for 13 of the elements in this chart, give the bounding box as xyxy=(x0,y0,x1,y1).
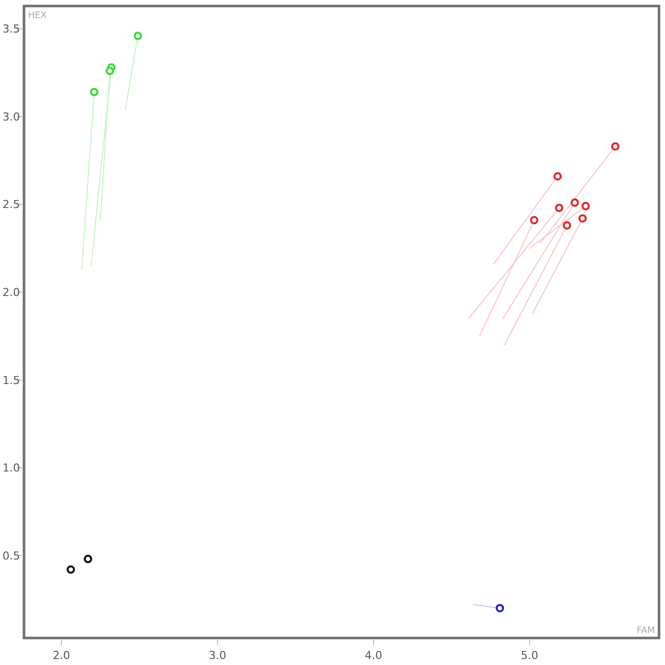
x-tick-label: 4.0 xyxy=(364,649,382,662)
x-tick-label: 2.0 xyxy=(52,649,70,662)
y-tick-label: 3.0 xyxy=(2,110,20,124)
y-tick-label: 2.5 xyxy=(2,198,20,212)
x-axis-title: FAM xyxy=(636,626,655,636)
x-tick-label: 5.0 xyxy=(520,649,538,662)
y-tick-label: 0.5 xyxy=(2,549,20,562)
y-tick-label: 1.0 xyxy=(2,462,20,475)
y-axis-title: HEX xyxy=(28,11,47,21)
x-tick-label: 3.0 xyxy=(208,649,226,662)
y-tick-label: 2.0 xyxy=(2,286,20,300)
y-tick-label: 1.5 xyxy=(2,374,20,387)
y-tick-label: 3.5 xyxy=(2,22,20,36)
